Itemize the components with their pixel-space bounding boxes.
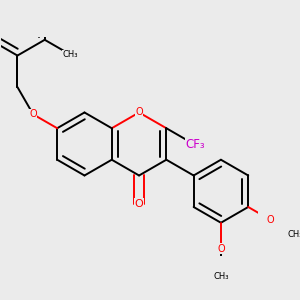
Text: O: O <box>217 244 225 254</box>
Text: CF₃: CF₃ <box>185 138 205 151</box>
Text: CH₃: CH₃ <box>63 50 78 59</box>
Text: CH₃: CH₃ <box>213 272 229 281</box>
Text: O: O <box>29 110 37 119</box>
Text: CH₃: CH₃ <box>287 230 300 238</box>
Text: O: O <box>135 199 143 209</box>
Text: O: O <box>267 215 274 225</box>
Text: O: O <box>135 107 143 118</box>
